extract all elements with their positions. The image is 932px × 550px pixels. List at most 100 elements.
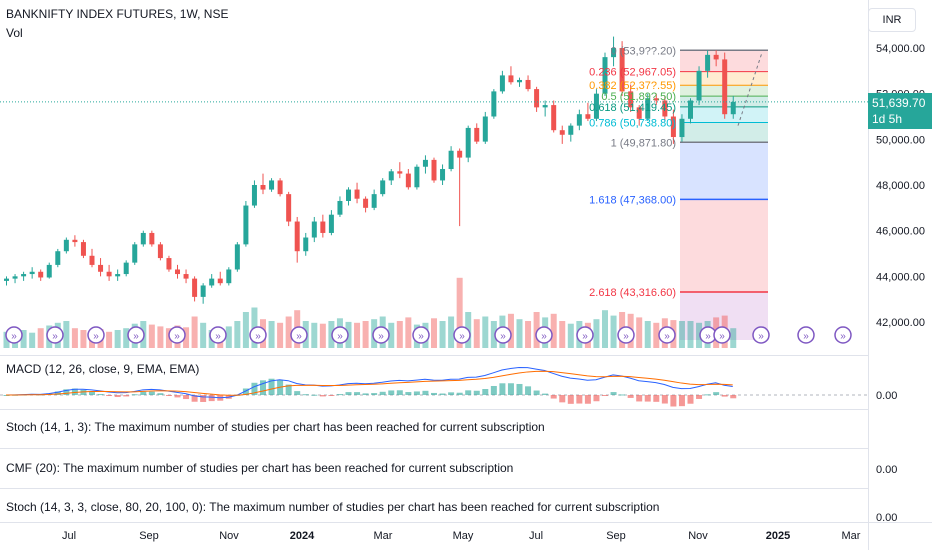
volume-legend[interactable]: Vol <box>6 26 23 40</box>
candle-body <box>157 244 163 259</box>
dividend-event-icon[interactable]: » <box>834 326 852 344</box>
price-tick-label: 54,000.00 <box>876 43 925 55</box>
event-glyph: » <box>52 331 58 342</box>
dividend-event-icon[interactable]: » <box>453 326 471 344</box>
macd-histogram-bar <box>687 395 694 404</box>
macd-histogram-bar <box>140 391 147 395</box>
dividend-event-icon[interactable]: » <box>290 326 308 344</box>
volume-bar <box>242 312 249 348</box>
event-glyph: » <box>174 331 180 342</box>
macd-histogram-bar <box>576 395 583 404</box>
volume-bar <box>123 328 130 348</box>
candle-body <box>303 237 309 252</box>
time-tick-label: May <box>453 530 474 542</box>
event-circle <box>834 326 852 344</box>
macd-histogram-bar <box>191 395 198 402</box>
candle-body <box>568 125 574 135</box>
last-price-value: 51,639.70 <box>872 95 926 110</box>
macd-legend[interactable]: MACD (12, 26, close, 9, EMA, EMA) <box>6 362 200 376</box>
candle-body <box>670 116 676 138</box>
dividend-event-icon[interactable]: » <box>617 326 635 344</box>
event-markers[interactable]: » » » » » » » » » » » » » » » » » » » » » » <box>5 326 852 344</box>
dividend-event-icon[interactable]: » <box>494 326 512 344</box>
candle-body <box>55 251 61 265</box>
candle-body <box>72 239 78 243</box>
candle-body <box>89 255 95 265</box>
candle-body <box>619 48 625 92</box>
macd-histogram-bar <box>242 388 249 395</box>
macd-signal-line <box>5 370 733 396</box>
dividend-event-icon[interactable]: » <box>797 326 815 344</box>
macd-histogram-bar <box>550 395 557 399</box>
dividend-event-icon[interactable]: » <box>249 326 267 344</box>
currency-button[interactable]: INR <box>868 8 916 32</box>
price-tick-label: 42,000.00 <box>876 317 925 329</box>
time-tick-label: Mar <box>842 530 861 542</box>
symbol-title[interactable]: BANKNIFTY INDEX FUTURES, 1W, NSE <box>6 7 229 21</box>
candle-body <box>337 200 343 215</box>
event-glyph: » <box>459 331 465 342</box>
dividend-event-icon[interactable]: » <box>331 326 349 344</box>
macd-histogram-bar <box>704 394 711 396</box>
dividend-event-icon[interactable]: » <box>713 326 731 344</box>
candle-body <box>662 100 668 117</box>
candle-body <box>63 239 69 252</box>
fibonacci-retracement[interactable] <box>680 49 768 340</box>
macd-histogram-bar <box>148 391 155 395</box>
volume-bar <box>319 323 326 348</box>
stoch-zero-label: 0.00 <box>876 512 897 524</box>
candle-body <box>243 205 249 245</box>
dividend-event-icon[interactable]: » <box>127 326 145 344</box>
event-glyph: » <box>93 331 99 342</box>
price-axis[interactable]: 54,000.0052,000.0050,000.0048,000.0046,0… <box>876 43 925 329</box>
time-axis[interactable]: Jul Sep Nov 2024 Mar May Jul Sep Nov 2025 Mar <box>62 530 861 542</box>
volume-bar <box>610 315 617 348</box>
macd-histogram-bar <box>456 392 463 395</box>
candle-body <box>499 75 505 92</box>
dividend-event-icon[interactable]: » <box>658 326 676 344</box>
candle-body <box>602 57 608 94</box>
macd-histogram-bar <box>678 395 685 407</box>
cmf-legend[interactable]: CMF (20): The maximum number of studies … <box>6 461 514 475</box>
fib-zone <box>680 122 768 143</box>
volume-bar <box>157 326 164 348</box>
volume-bar <box>71 328 78 348</box>
candle-body <box>123 262 129 275</box>
dividend-event-icon[interactable]: » <box>535 326 553 344</box>
volume-bar <box>114 330 121 348</box>
fib-level-label: 2.618 (43,316.60) <box>589 287 676 299</box>
candle-body <box>542 105 548 108</box>
candle-body <box>448 150 454 170</box>
volume-bar <box>730 328 737 348</box>
candle-body <box>508 75 514 83</box>
event-glyph: » <box>337 331 343 342</box>
volume-bar <box>550 313 557 348</box>
dividend-event-icon[interactable]: » <box>412 326 430 344</box>
volume-bar <box>678 321 685 348</box>
dividend-event-icon[interactable]: » <box>372 326 390 344</box>
stoch2-legend[interactable]: Stoch (14, 3, 3, close, 80, 20, 100, 0):… <box>6 500 660 514</box>
dividend-event-icon[interactable]: » <box>5 326 23 344</box>
stoch-legend[interactable]: Stoch (14, 1, 3): The maximum number of … <box>6 420 545 434</box>
time-tick-label: Jul <box>529 530 543 542</box>
dividend-event-icon[interactable]: » <box>752 326 770 344</box>
event-circle <box>87 326 105 344</box>
dividend-event-icon[interactable]: » <box>576 326 594 344</box>
candle-body <box>380 180 386 195</box>
candle-body <box>730 101 736 115</box>
candle-body <box>440 169 446 181</box>
candle-body <box>21 274 27 277</box>
dividend-event-icon[interactable]: » <box>168 326 186 344</box>
candle-body <box>46 264 52 278</box>
candle-body <box>354 189 360 199</box>
dividend-event-icon[interactable]: » <box>87 326 105 344</box>
fib-zone <box>680 106 768 123</box>
volume-bar <box>354 322 361 348</box>
macd-histogram-bar <box>174 395 181 398</box>
candle-body <box>534 89 540 108</box>
dividend-event-icon[interactable]: » <box>46 326 64 344</box>
macd-histogram-bar <box>602 395 608 396</box>
macd-histogram-bar <box>465 390 472 395</box>
dividend-event-icon[interactable]: » <box>209 326 227 344</box>
